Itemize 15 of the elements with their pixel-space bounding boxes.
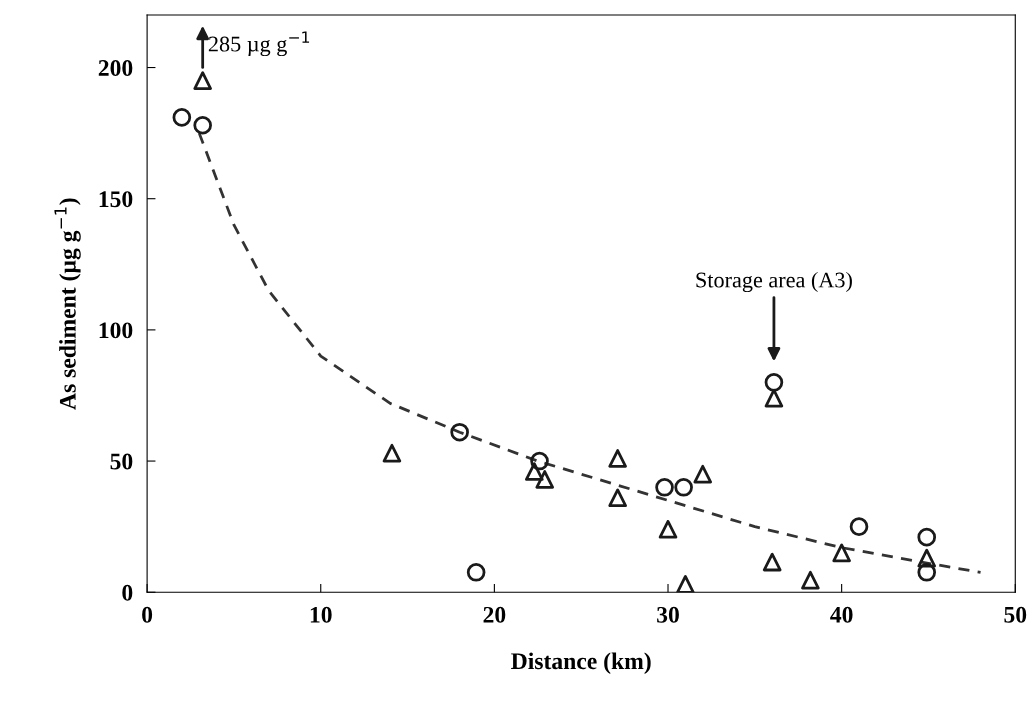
x-tick-label: 50	[1004, 606, 1027, 623]
x-tick-label: 20	[483, 606, 506, 623]
y-tick-label: 50	[110, 453, 133, 470]
y-tick-label: 150	[99, 191, 133, 208]
y-tick-label: 200	[98, 60, 133, 76]
x-axis-title: Distance (km)	[511, 652, 651, 674]
x-tick-label: 10	[310, 606, 332, 623]
annotation: Storage area (A3)	[696, 271, 852, 293]
x-tick-label: 40	[830, 606, 853, 623]
y-axis-title: As sediment (µg g$^{−1}$)	[54, 198, 81, 410]
y-tick-label: 100	[99, 322, 133, 339]
y-tick-label: 0	[122, 584, 133, 601]
x-tick-label: 30	[657, 606, 679, 623]
annotation: 285 µg g$^{−1}$	[208, 31, 310, 57]
x-tick-label: 0	[142, 606, 153, 623]
